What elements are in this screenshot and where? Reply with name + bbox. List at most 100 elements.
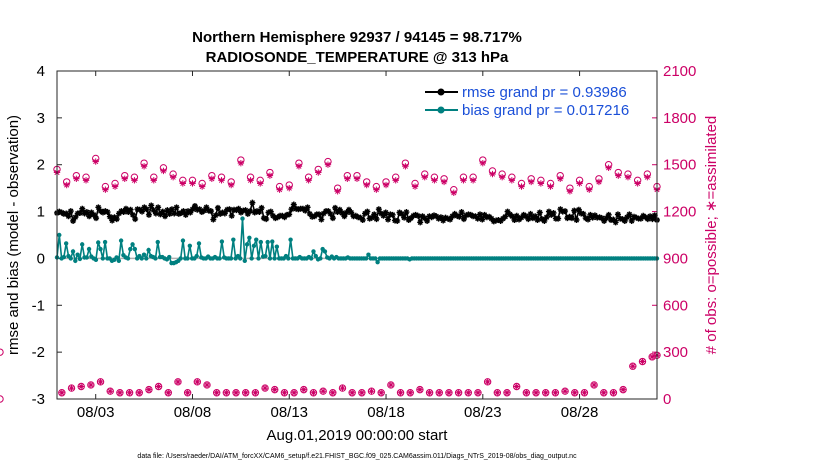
- rmse-point: [454, 212, 460, 219]
- bias-point: [228, 256, 234, 261]
- bias-point: [132, 246, 138, 252]
- rmse-point: [447, 216, 454, 223]
- obs-assimilated-point: [319, 387, 327, 395]
- bias-point: [144, 256, 149, 261]
- rmse-point: [95, 204, 102, 211]
- rmse-point: [93, 215, 100, 222]
- rmse-point: [525, 216, 532, 223]
- obs-assimilated-point: [576, 180, 583, 187]
- rmse-point: [247, 208, 254, 215]
- bias-point: [311, 249, 316, 254]
- bias-point: [247, 235, 252, 241]
- rmse-point: [336, 206, 343, 213]
- rmse-point: [214, 204, 221, 211]
- obs-assimilated-point: [407, 389, 414, 396]
- obs-assimilated-point: [121, 175, 128, 182]
- obs-assimilated-point: [339, 384, 346, 392]
- obs-assimilated-point: [503, 389, 511, 396]
- rmse-point: [201, 207, 208, 214]
- footer-data-file: data file: /Users/raeder/DAI/ATM_forcXX/…: [137, 453, 577, 460]
- rmse-point: [412, 211, 419, 218]
- bias-point: [75, 252, 80, 257]
- rmse-point: [127, 206, 134, 213]
- obs-assimilated-point: [416, 386, 424, 393]
- rmse-point: [219, 209, 226, 216]
- obs-assimilated-point: [150, 177, 157, 184]
- obs-assimilated-point: [561, 387, 569, 395]
- obs-assimilated-point: [276, 186, 283, 193]
- bias-point: [139, 256, 144, 261]
- rmse-point: [497, 217, 504, 224]
- obs-assimilated-point: [140, 163, 148, 170]
- obs-assimilated-point: [523, 389, 530, 396]
- rmse-point: [150, 207, 157, 214]
- rmse-point: [562, 208, 569, 215]
- obs-assimilated-point: [397, 389, 404, 396]
- obs-assimilated-point: [266, 172, 274, 179]
- bias-point: [272, 256, 277, 261]
- obs-assimilated-point: [286, 184, 293, 192]
- obs-assimilated-point: [257, 180, 264, 187]
- y-left-tick-label: 0: [37, 250, 45, 267]
- rmse-point: [612, 219, 619, 226]
- y-left-tick-label: -1: [32, 297, 45, 314]
- rmse-point: [437, 214, 444, 221]
- obs-assimilated-point: [426, 389, 433, 396]
- rmse-point: [431, 212, 438, 219]
- rmse-point: [568, 215, 575, 222]
- obs-assimilated-point: [111, 183, 119, 190]
- rmse-point: [596, 214, 603, 221]
- rmse-point: [408, 215, 415, 222]
- obs-assimilated-point: [489, 170, 496, 178]
- bias-point: [219, 239, 225, 244]
- bias-point: [57, 232, 62, 238]
- rmse-point: [132, 216, 139, 223]
- obs-assimilated-point: [208, 175, 216, 182]
- rmse-point: [536, 209, 543, 216]
- bias-point: [93, 257, 99, 263]
- obs-assimilated-point: [227, 181, 235, 189]
- bias-point: [79, 242, 85, 247]
- rmse-point: [339, 209, 346, 216]
- bias-point: [61, 254, 67, 260]
- rmse-point: [254, 208, 260, 215]
- legend-label-bias: bias grand pr = 0.017216: [462, 102, 629, 119]
- rmse-point: [442, 214, 449, 221]
- rmse-point: [633, 214, 640, 221]
- rmse-point: [359, 217, 366, 224]
- bias-point: [73, 258, 78, 263]
- obs-assimilated-point: [527, 178, 535, 186]
- rmse-point: [614, 211, 621, 218]
- bias-point: [240, 216, 245, 221]
- rmse-point: [440, 217, 447, 224]
- bias-point: [178, 256, 183, 261]
- rmse-point: [631, 213, 638, 220]
- rmse-point: [316, 211, 323, 218]
- rmse-point: [626, 211, 633, 218]
- rmse-point: [343, 209, 350, 216]
- rmse-point: [83, 209, 90, 216]
- rmse-point: [474, 215, 481, 222]
- rmse-point: [90, 211, 97, 218]
- bias-point: [128, 246, 133, 252]
- rmse-point: [403, 209, 410, 216]
- rmse-point: [263, 216, 270, 223]
- obs-assimilated-point: [131, 177, 138, 184]
- y-left-tick-label: 1: [37, 204, 45, 221]
- rmse-point: [601, 217, 608, 224]
- bias-point: [196, 241, 202, 246]
- obs-assimilated-point: [460, 177, 467, 184]
- rmse-point: [598, 215, 605, 222]
- rmse-point: [472, 213, 479, 220]
- y-axis-right-label: # of obs: o=possible; ∗=assimilated: [703, 116, 720, 355]
- obs-assimilated-point: [363, 181, 370, 189]
- rmse-point: [318, 216, 325, 223]
- obs-assimilated-point: [547, 183, 554, 190]
- rmse-point: [249, 199, 256, 206]
- rmse-point: [332, 204, 339, 211]
- y-right-tick-label: 1200: [663, 204, 696, 221]
- rmse-point: [628, 217, 635, 224]
- obs-assimilated-point: [92, 158, 99, 165]
- bias-point: [308, 256, 314, 261]
